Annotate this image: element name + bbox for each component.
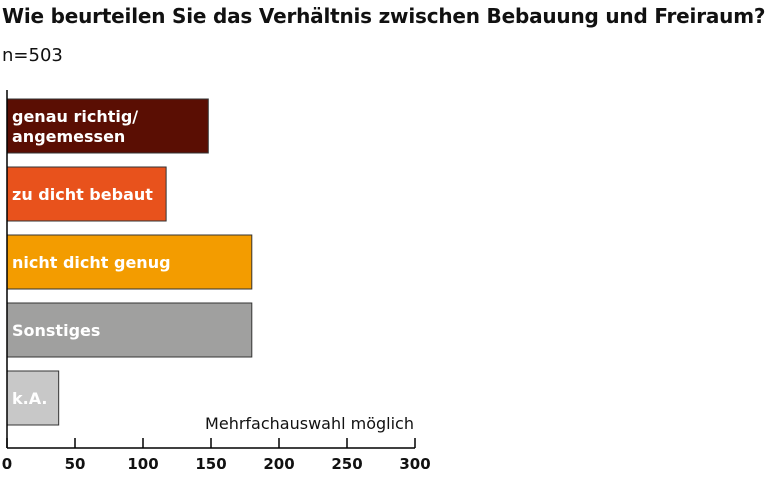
- bars-group: genau richtig/angemessen zu dicht bebaut n…: [6, 98, 253, 426]
- bar-label-2: nicht dicht genug: [12, 253, 171, 272]
- bar-1: [6, 166, 167, 222]
- x-tick-label-0: 0: [2, 455, 12, 473]
- chart-subtitle: n=503: [2, 45, 63, 66]
- bar-label-line: k.A.: [12, 389, 47, 408]
- chart-annotation: Mehrfachauswahl möglich: [205, 414, 414, 433]
- chart-title: Wie beurteilen Sie das Verhältnis zwisch…: [2, 4, 766, 28]
- x-tick-label-1: 50: [65, 455, 86, 473]
- x-tick-label-3: 150: [195, 455, 226, 473]
- bar-0: [6, 98, 209, 154]
- bar-label-4: k.A.: [12, 389, 47, 408]
- bar-label-3: Sonstiges: [12, 321, 100, 340]
- bar-label-line: angemessen: [12, 127, 125, 146]
- bar-3: [6, 302, 253, 358]
- x-axis: 0 50 100 150 200 250 300: [2, 90, 431, 473]
- bar-4: [6, 370, 60, 426]
- bar-2: [6, 234, 253, 290]
- bar-label-0: genau richtig/angemessen: [12, 107, 138, 146]
- bar-label-line: genau richtig/: [12, 107, 138, 126]
- bar-label-line: Sonstiges: [12, 321, 100, 340]
- x-tick-label-6: 300: [399, 455, 430, 473]
- x-tick-label-2: 100: [127, 455, 158, 473]
- x-tick-label-5: 250: [331, 455, 362, 473]
- x-tick-label-4: 200: [263, 455, 294, 473]
- bar-label-1: zu dicht bebaut: [12, 185, 153, 204]
- bar-label-line: nicht dicht genug: [12, 253, 171, 272]
- bar-label-line: zu dicht bebaut: [12, 185, 153, 204]
